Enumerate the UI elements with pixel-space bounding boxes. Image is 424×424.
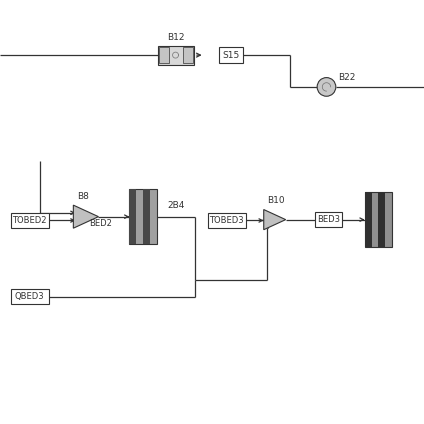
Text: QBED3: QBED3	[15, 292, 45, 301]
Text: TOBED3: TOBED3	[209, 216, 244, 225]
Polygon shape	[73, 205, 98, 228]
Text: B12: B12	[167, 33, 185, 42]
Bar	[378, 192, 385, 247]
Bar	[365, 192, 371, 247]
Bar	[11, 213, 49, 228]
Text: B22: B22	[338, 73, 355, 82]
Bar	[159, 47, 170, 63]
Bar	[365, 192, 392, 247]
Bar	[143, 189, 150, 244]
Text: S15: S15	[223, 50, 240, 60]
Text: TOBED2: TOBED2	[12, 216, 47, 225]
Circle shape	[317, 78, 336, 96]
Text: 2B4: 2B4	[167, 201, 184, 210]
Bar	[158, 45, 194, 64]
Bar	[129, 189, 136, 244]
Text: B8: B8	[77, 192, 89, 201]
Text: B10: B10	[267, 196, 285, 205]
Bar	[208, 213, 246, 228]
Polygon shape	[264, 209, 286, 230]
Bar	[182, 47, 193, 63]
Bar	[129, 189, 157, 244]
Bar	[315, 212, 343, 227]
Bar	[11, 289, 49, 304]
Bar	[220, 47, 243, 63]
Text: BED2: BED2	[89, 219, 112, 228]
Text: BED3: BED3	[317, 215, 340, 224]
